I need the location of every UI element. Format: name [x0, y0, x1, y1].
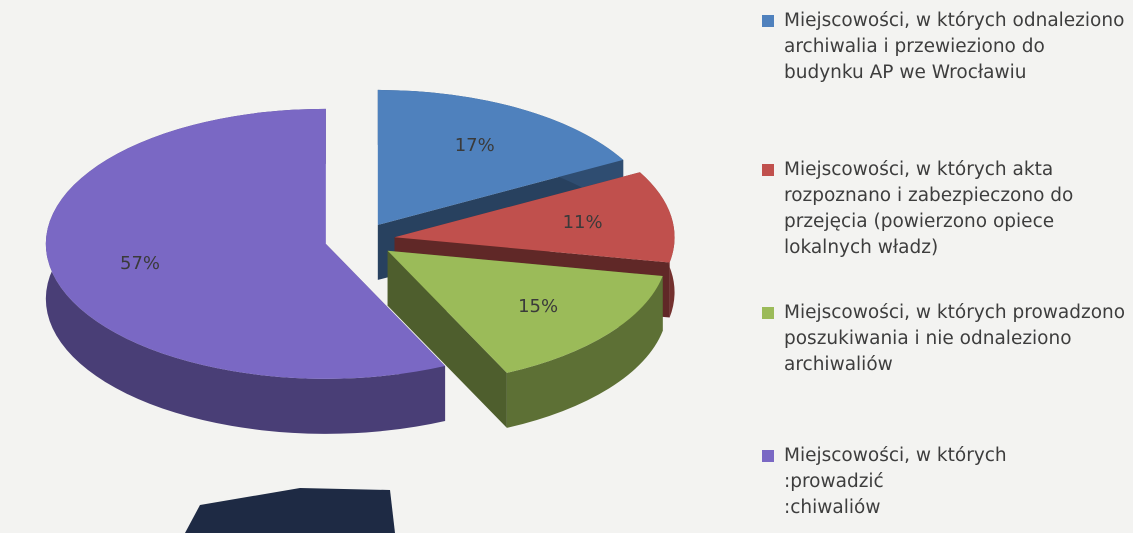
data-label: 11% [563, 212, 603, 233]
legend-item: Miejscowości, w których prowadzono poszu… [762, 300, 1130, 378]
legend-label: Miejscowości, w których akta rozpoznano … [784, 157, 1130, 261]
legend-item: Miejscowości, w których odnaleziono arch… [762, 8, 1130, 86]
legend-swatch [762, 164, 774, 176]
data-label: 17% [455, 135, 495, 156]
legend-item: Miejscowości, w których akta rozpoznano … [762, 157, 1130, 261]
legend-swatch [762, 15, 774, 27]
legend-label: Miejscowości, w których prowadzono poszu… [784, 300, 1130, 378]
legend-swatch [762, 450, 774, 462]
legend-item: Miejscowości, w których :prowadzić :chiw… [762, 443, 1130, 521]
legend-swatch [762, 307, 774, 319]
legend-label: Miejscowości, w których :prowadzić :chiw… [784, 443, 1130, 521]
occluding-object [185, 488, 395, 533]
chart: 17% 11% 57% 15% Miejscowości, w których odn… [0, 0, 1133, 533]
legend-label: Miejscowości, w których odnaleziono arch… [784, 8, 1130, 86]
data-label: 15% [518, 296, 558, 317]
data-label: 57% [120, 253, 160, 274]
